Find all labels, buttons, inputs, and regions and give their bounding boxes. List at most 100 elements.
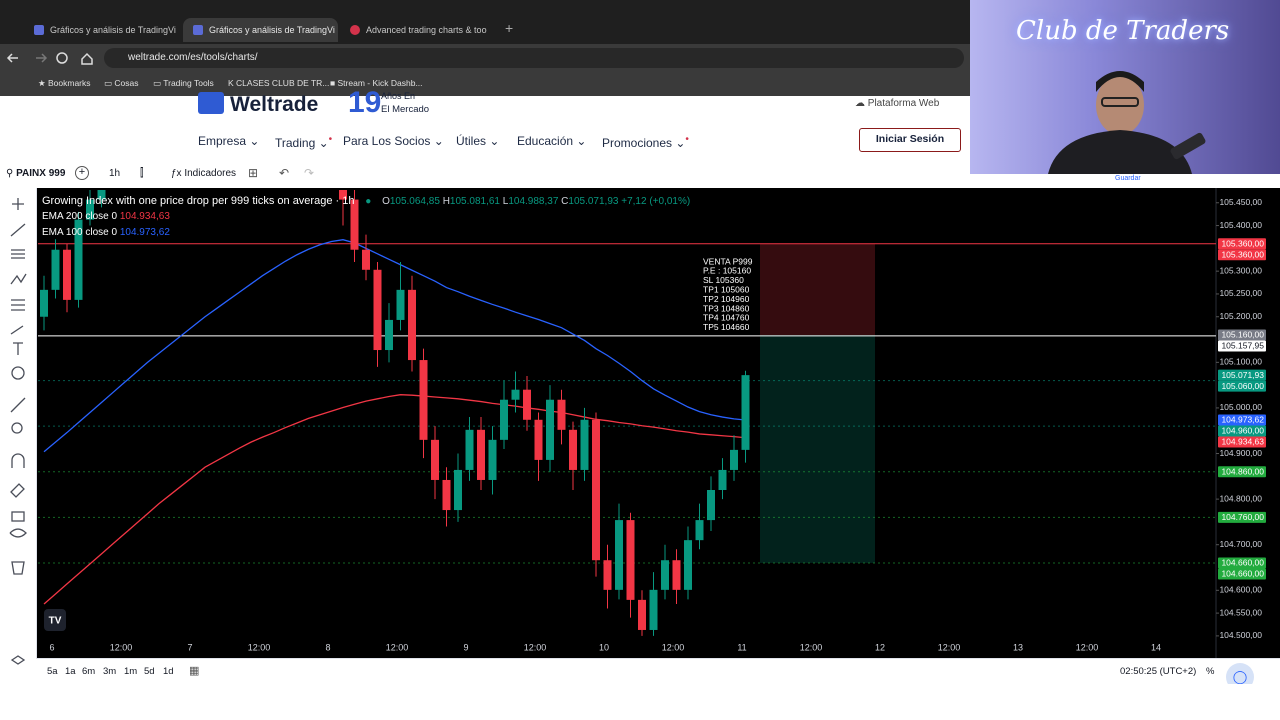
candle-body bbox=[408, 289, 416, 361]
range-button[interactable]: 1m bbox=[124, 666, 138, 677]
candle-body bbox=[51, 249, 60, 290]
x-tick-label: 12:00 bbox=[800, 642, 823, 652]
candle-body bbox=[40, 289, 48, 317]
y-tick-label: 104.700,00 bbox=[1219, 539, 1262, 549]
x-tick-label: 12:00 bbox=[938, 642, 961, 652]
years: 19 bbox=[348, 86, 382, 119]
bookmark-label: Cosas bbox=[114, 78, 139, 88]
price-tag-label: 105.360,00 bbox=[1221, 239, 1264, 249]
price-tag-label: 104.660,00 bbox=[1221, 569, 1264, 579]
indicators-button[interactable]: ƒx Indicadores bbox=[171, 168, 237, 179]
bottom-bar: 5a 1a 6m 3m 1m 5d 1d ▦ 02:50:25 (UTC+2) … bbox=[36, 658, 1280, 691]
login-button[interactable]: Iniciar Sesión bbox=[859, 128, 961, 152]
years-caption: El Mercado bbox=[381, 104, 430, 115]
candle-body bbox=[477, 429, 485, 480]
candle-body bbox=[454, 469, 462, 511]
candle-body bbox=[350, 199, 359, 250]
tab[interactable]: Gráficos y análisis de TradingVi bbox=[24, 18, 179, 42]
range-button[interactable]: 1d bbox=[163, 666, 174, 677]
range-button[interactable]: 1a bbox=[65, 666, 76, 677]
tab[interactable]: Gráficos y análisis de TradingVi bbox=[183, 18, 338, 42]
readout-key: H bbox=[442, 196, 450, 207]
candle-body bbox=[603, 560, 612, 590]
candle-body bbox=[442, 479, 451, 511]
candle-body bbox=[569, 429, 577, 470]
order-note: TP5 104660 bbox=[703, 322, 750, 332]
axes: 105.450,00 105.400,00 105.300,00 105.250,00… bbox=[49, 188, 1280, 652]
chart-background bbox=[36, 188, 1280, 658]
overlay-text: Club de Traders bbox=[1016, 16, 1230, 46]
x-tick-label: 6 bbox=[49, 642, 54, 652]
readout-change: +7,12 (+0,01%) bbox=[621, 196, 691, 207]
range-button[interactable]: 5a bbox=[47, 666, 58, 677]
clock: 02:50:25 (UTC+2) bbox=[1120, 666, 1197, 677]
ema-line bbox=[43, 394, 746, 605]
bookmark[interactable]: ▭ Trading Tools bbox=[153, 78, 214, 88]
tab[interactable]: Advanced trading charts & too bbox=[340, 18, 495, 42]
readout-key: C bbox=[561, 196, 569, 207]
candle-body bbox=[97, 190, 106, 200]
streamer bbox=[1048, 71, 1206, 174]
candle-body bbox=[546, 399, 554, 460]
nav-item[interactable]: Trading ⌄• bbox=[275, 134, 333, 150]
readout-value: 105.064,85 bbox=[389, 196, 440, 207]
price-tag-label: 104.760,00 bbox=[1221, 512, 1264, 522]
bookmark-label: CLASES CLUB DE TR... bbox=[236, 78, 330, 88]
undo[interactable]: ↶ bbox=[279, 166, 290, 180]
y-tick-label: 105.450,00 bbox=[1219, 197, 1262, 207]
price-tag bbox=[1218, 369, 1266, 381]
candle-body bbox=[649, 589, 658, 630]
range-button[interactable]: 6m bbox=[82, 666, 96, 677]
candle-body bbox=[684, 540, 692, 590]
nav-item[interactable]: Educación ⌄ bbox=[517, 134, 587, 148]
url-bar[interactable]: weltrade.com/es/tools/charts/ bbox=[104, 48, 964, 68]
legend-indicator[interactable]: EMA 100 close 0 104.973,62 bbox=[42, 225, 690, 241]
bookmark[interactable]: ★ Bookmarks bbox=[38, 78, 91, 88]
range-button[interactable]: 3m bbox=[103, 666, 117, 677]
bookmark[interactable]: K CLASES CLUB DE TR... bbox=[228, 78, 330, 88]
range-button[interactable]: 5d bbox=[144, 666, 155, 677]
web-platform[interactable]: ☁ Plataforma Web bbox=[855, 98, 940, 109]
price-tag bbox=[1218, 511, 1266, 523]
bookmark[interactable]: ■ Stream - Kick Dashb... bbox=[330, 78, 423, 88]
nav-item[interactable]: Empresa ⌄ bbox=[198, 134, 260, 148]
chart-style[interactable]: ⫿ bbox=[140, 167, 144, 179]
bookmark[interactable]: ▭ Cosas bbox=[104, 78, 139, 88]
candle-body bbox=[511, 389, 520, 400]
legend-main: Growing Index with one price drop per 99… bbox=[42, 195, 691, 207]
tv-logo bbox=[44, 609, 66, 631]
date-range-button[interactable]: ▦ bbox=[189, 665, 200, 677]
compare-button[interactable]: + bbox=[75, 166, 89, 180]
x-tick-label: 11 bbox=[737, 642, 746, 652]
layout-button[interactable]: ⊞ bbox=[248, 166, 259, 180]
candle-body bbox=[638, 599, 646, 630]
interval[interactable]: 1h bbox=[109, 168, 121, 179]
symbol[interactable]: ⚲ PAINX 999 bbox=[6, 168, 66, 179]
x-tick-label: 12:00 bbox=[1076, 642, 1099, 652]
price-tag bbox=[1218, 436, 1266, 448]
candle-body bbox=[718, 469, 727, 490]
nav-item[interactable]: Promociones ⌄• bbox=[602, 134, 689, 150]
percent-toggle[interactable]: % bbox=[1206, 666, 1215, 677]
save-button[interactable]: Guardar bbox=[1115, 175, 1141, 182]
readout-value: 104.988,37 bbox=[508, 196, 559, 207]
new-tab[interactable]: + bbox=[505, 20, 514, 36]
logo[interactable]: Weltrade bbox=[230, 93, 319, 116]
x-tick-label: 12:00 bbox=[386, 642, 409, 652]
candle-body bbox=[362, 249, 370, 270]
nav-label: Educación bbox=[517, 134, 574, 148]
nav-item[interactable]: Útiles ⌄ bbox=[456, 134, 500, 148]
series-title: Growing Index with one price drop per 99… bbox=[42, 195, 355, 207]
price-tag bbox=[1218, 380, 1266, 392]
nav-item[interactable]: Para Los Socios ⌄ bbox=[343, 134, 444, 148]
page-footer bbox=[0, 684, 1280, 720]
candle-body bbox=[695, 520, 704, 541]
redo[interactable]: ↷ bbox=[304, 166, 315, 180]
candle-body bbox=[74, 219, 83, 300]
y-tick-label: 105.200,00 bbox=[1219, 311, 1262, 321]
legend-indicator[interactable]: EMA 200 close 0 104.934,63 bbox=[42, 209, 690, 225]
chart-legend: Growing Index with one price drop per 99… bbox=[42, 193, 690, 241]
x-tick-label: 12:00 bbox=[662, 642, 685, 652]
